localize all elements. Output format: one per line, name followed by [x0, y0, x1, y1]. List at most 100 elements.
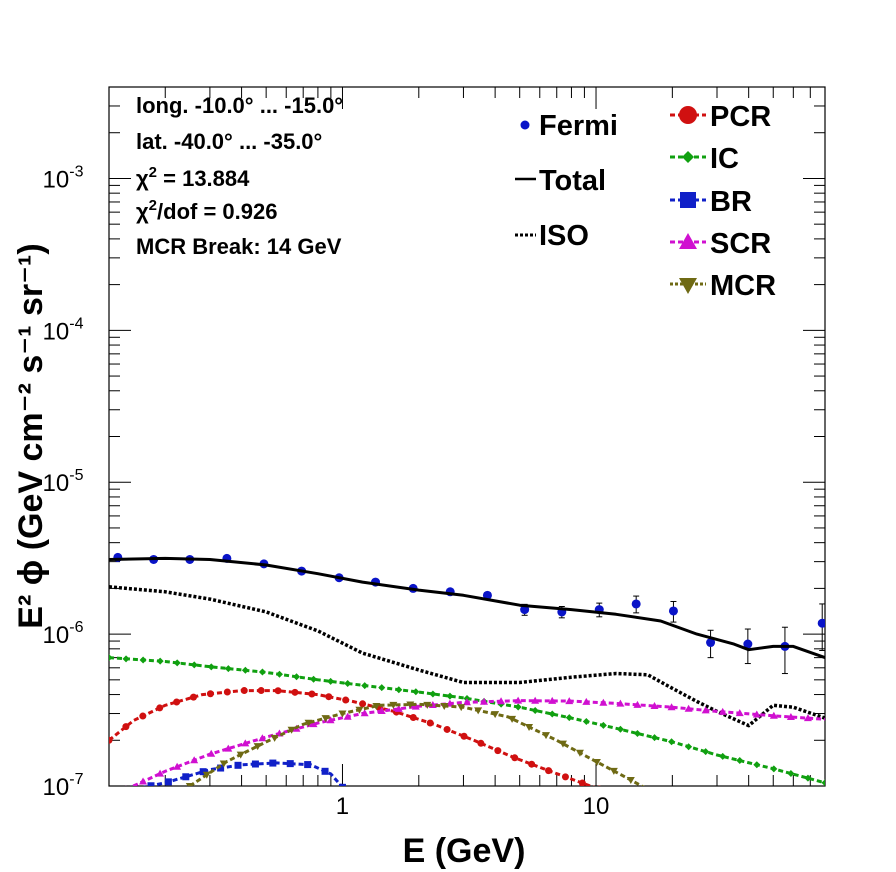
fermi-point [520, 605, 530, 615]
pcr-marker [561, 773, 569, 781]
mcr-marker [440, 702, 449, 710]
ic-marker [395, 686, 403, 694]
mcr-marker [474, 707, 483, 715]
pcr-marker [460, 732, 468, 740]
scr-marker [650, 702, 659, 710]
br-marker [304, 761, 312, 769]
br-line [142, 761, 344, 786]
legend-br-label: BR [710, 186, 752, 218]
ic-marker [787, 770, 795, 778]
ic-marker [275, 670, 283, 678]
legend-ic-marker [682, 151, 694, 163]
mcr-marker [185, 783, 194, 786]
ic-marker [668, 738, 676, 746]
scr-marker [258, 734, 267, 742]
ic-marker [804, 774, 812, 782]
fermi-point [817, 618, 825, 628]
legend-fermi-marker [520, 120, 530, 130]
mcr-marker [355, 706, 364, 714]
y-tick-label: 10-5 [43, 467, 84, 497]
legend-item-ic: IC [670, 143, 739, 175]
legend-item-scr: SCR [670, 228, 771, 260]
scr-marker [616, 699, 625, 707]
mcr-marker [626, 777, 635, 785]
pcr-marker [308, 690, 316, 698]
scr-marker [360, 709, 369, 717]
br-marker [338, 783, 346, 786]
y-tick-label: 10-6 [43, 619, 84, 649]
ic-marker [224, 665, 232, 673]
mcr-marker [372, 702, 381, 710]
pcr-marker [597, 785, 601, 786]
mcr-marker [609, 767, 618, 775]
br-marker [147, 782, 155, 786]
scr-marker [480, 697, 489, 705]
fermi-point [706, 638, 716, 648]
mcr-marker [491, 711, 500, 719]
series-br [130, 759, 346, 786]
fermi-point [668, 606, 678, 616]
mcr-marker [287, 726, 296, 734]
ic-marker [190, 661, 198, 669]
pcr-marker [528, 760, 536, 768]
ic-marker [599, 721, 607, 729]
scr-marker [224, 744, 233, 752]
scr-marker [139, 777, 148, 785]
pcr-marker [109, 736, 113, 744]
br-marker [251, 760, 259, 768]
scr-marker [497, 697, 506, 705]
scr-marker [207, 749, 216, 757]
x-tick-label: 1 [336, 793, 349, 820]
scr-marker [769, 711, 778, 719]
scr-marker [582, 697, 591, 705]
legend-mcr-marker [679, 278, 697, 294]
legend-ic-label: IC [710, 143, 739, 175]
scr-marker [667, 703, 676, 711]
pcr-marker [173, 698, 181, 706]
pcr-marker [291, 688, 299, 696]
info-mcr-break: MCR Break: 14 GeV [136, 234, 342, 259]
y-tick-label: 10-4 [43, 315, 84, 345]
pcr-marker [257, 687, 265, 695]
ic-marker [702, 748, 710, 756]
ic-marker [685, 743, 693, 751]
scr-marker [462, 698, 471, 706]
mcr-marker [592, 758, 601, 766]
mcr-marker [270, 734, 279, 742]
info-block: long. -10.0° ... -15.0° lat. -40.0° ... … [136, 93, 343, 259]
pcr-marker [223, 688, 231, 696]
scr-marker [735, 709, 744, 717]
info-latitude: lat. -40.0° ... -35.0° [136, 129, 322, 154]
ic-marker [719, 752, 727, 760]
legend-iso-label: ISO [539, 220, 589, 252]
ic-marker [548, 710, 556, 718]
ic-marker [582, 717, 590, 725]
axis-tick-labels: 1 10 10-7 10-6 10-5 10-4 10-3 [43, 163, 610, 820]
scr-marker [125, 785, 127, 786]
legend-right: PCR IC BR SCR MCR [670, 101, 776, 302]
scr-marker [326, 716, 335, 724]
pcr-marker [190, 693, 198, 701]
series-iso [109, 585, 825, 728]
scr-marker [633, 700, 642, 708]
pcr-marker [139, 712, 147, 720]
legend-fermi-label: Fermi [539, 110, 618, 142]
legend-item-total: Total [515, 165, 606, 197]
scr-marker [599, 698, 608, 706]
ic-marker [139, 656, 147, 664]
br-marker [199, 768, 207, 776]
fermi-point [631, 599, 641, 609]
pcr-marker [206, 690, 214, 698]
pcr-marker [122, 723, 130, 731]
scr-marker [411, 702, 420, 710]
scr-marker [531, 696, 540, 704]
scr-marker [718, 707, 727, 715]
legend-left: Fermi Total ISO [515, 110, 618, 252]
ic-marker [514, 703, 522, 711]
scr-marker [565, 697, 574, 705]
y-tick-label: 10-3 [43, 163, 84, 193]
ic-marker [156, 657, 164, 665]
legend-br-marker [680, 192, 696, 208]
pcr-marker [494, 747, 502, 755]
mcr-marker [575, 749, 584, 757]
